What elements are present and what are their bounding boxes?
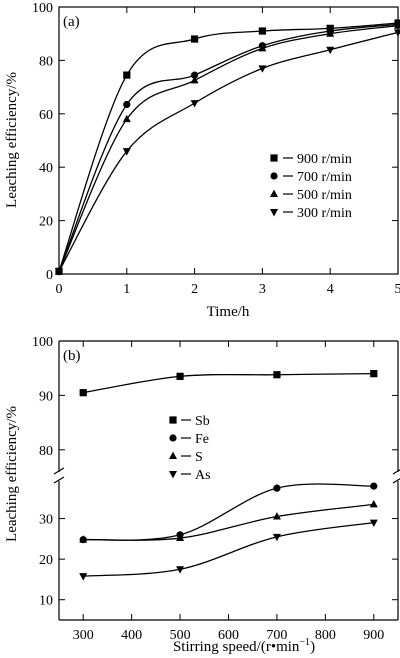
panel-b-x-tick-label: 500 bbox=[170, 628, 191, 643]
panel-b-data-point bbox=[369, 499, 378, 508]
panel-a-data-point bbox=[326, 29, 335, 37]
axis-break-marks bbox=[53, 467, 400, 484]
panel-b-label: (b) bbox=[63, 348, 81, 364]
panel-a-legend-label: 300 r/min bbox=[297, 206, 352, 221]
panel-b-legend: Sb Fe S As bbox=[169, 414, 211, 483]
panel-b-y-tick-label: 100 bbox=[32, 335, 53, 350]
panel-b-x-tick-label: 400 bbox=[121, 628, 142, 643]
panel-a-legend: 900 r/min 700 r/min 500 r/min 300 r/min bbox=[270, 152, 352, 221]
panel-b-data-point bbox=[79, 573, 88, 581]
panel-b-data-point bbox=[370, 482, 378, 490]
panel-b-series-line bbox=[83, 503, 374, 541]
panel-a-y-axis-label: Leaching efficiency/% bbox=[4, 72, 20, 208]
panel-a-x-tick-label: 2 bbox=[191, 282, 198, 297]
panel-a-data-point bbox=[258, 43, 267, 52]
panel-b-legend-label: As bbox=[195, 468, 211, 483]
panel-a-ticks: 0 1 2 3 4 5 0 20 40 60 80 100 bbox=[32, 1, 400, 297]
panel-b-x-tick-label: 600 bbox=[218, 628, 239, 643]
panel-a-y-tick-label: 0 bbox=[46, 268, 53, 283]
panel-b-y-tick-label: 80 bbox=[39, 444, 53, 459]
panel-b-data-point bbox=[176, 566, 185, 574]
panel-b-legend-marker bbox=[169, 434, 177, 442]
panel-a-data-point bbox=[190, 100, 199, 108]
panel-b-legend-label: Sb bbox=[195, 414, 210, 429]
panel-b-x-tick-label: 900 bbox=[363, 628, 384, 643]
panel-a-legend-label: 900 r/min bbox=[297, 152, 352, 167]
panel-a-y-tick-label: 20 bbox=[39, 215, 53, 230]
panel-a: (a) Time/h Leaching efficiency/% 0 1 2 3 4 50… bbox=[4, 1, 400, 320]
panel-a-data-point bbox=[258, 27, 266, 35]
panel-b-points bbox=[79, 370, 378, 581]
panel-b-y-axis-label: Leaching efficiency/% bbox=[4, 406, 20, 542]
panel-b-y-tick-label: 30 bbox=[39, 513, 53, 528]
panel-b-data-point bbox=[369, 519, 378, 528]
panel-a-data-point bbox=[55, 268, 63, 276]
panel-a-data-point bbox=[123, 71, 131, 79]
panel-a-data-point bbox=[190, 76, 199, 84]
panel-b-x-axis-label: Stirring speed/(r•min−1) bbox=[173, 637, 315, 655]
panel-b-x-axis-label-end: ) bbox=[310, 639, 315, 655]
panel-b-data-point bbox=[272, 512, 281, 520]
panel-a-x-tick-label: 3 bbox=[259, 282, 266, 297]
panel-b-curves bbox=[83, 372, 374, 577]
panel-b-x-axis-label-main: Stirring speed/(r•min bbox=[173, 639, 300, 655]
panel-a-label: (a) bbox=[63, 14, 80, 30]
panel-b-data-point bbox=[273, 484, 281, 492]
panel-a-y-tick-label: 40 bbox=[39, 161, 53, 176]
panel-b-x-tick-label: 700 bbox=[266, 628, 287, 643]
panel-a-legend-marker bbox=[270, 172, 278, 180]
panel-a-x-axis-label: Time/h bbox=[207, 304, 250, 320]
panel-b-x-tick-label: 300 bbox=[73, 628, 94, 643]
panel-b-y-tick-label: 10 bbox=[39, 594, 53, 609]
panel-a-y-tick-label: 80 bbox=[39, 54, 53, 69]
panel-a-data-point bbox=[258, 65, 267, 73]
panel-b-legend-marker bbox=[169, 471, 177, 479]
panel-a-data-point bbox=[191, 35, 199, 43]
panel-a-points bbox=[55, 19, 400, 276]
panel-b: (b) Stirring speed/(r•min−1) Leaching ef… bbox=[4, 335, 400, 655]
panel-a-data-point bbox=[326, 46, 335, 55]
panel-b-data-point bbox=[370, 370, 378, 378]
panel-b-x-axis-label-sup: −1 bbox=[299, 637, 310, 648]
panel-a-data-point bbox=[394, 21, 400, 29]
panel-a-x-tick-label: 0 bbox=[56, 282, 63, 297]
panel-a-data-point bbox=[122, 114, 131, 123]
panel-a-data-point bbox=[394, 29, 400, 37]
panel-b-data-point bbox=[273, 371, 281, 379]
panel-b-legend-marker bbox=[169, 451, 177, 459]
panel-a-legend-label: 700 r/min bbox=[297, 170, 352, 185]
panel-b-legend-label: Fe bbox=[195, 432, 209, 447]
panel-a-y-tick-label: 100 bbox=[32, 1, 53, 16]
panel-b-data-point bbox=[176, 372, 184, 380]
panel-a-legend-label: 500 r/min bbox=[297, 188, 352, 203]
panel-a-y-tick-label: 60 bbox=[39, 108, 53, 123]
panel-b-y-tick-label: 90 bbox=[39, 389, 53, 404]
panel-b-data-point bbox=[79, 535, 88, 543]
panel-a-legend-marker bbox=[270, 209, 278, 217]
panel-a-x-tick-label: 5 bbox=[395, 282, 400, 297]
panel-b-series-line bbox=[83, 372, 374, 394]
panel-b-y-tick-label: 20 bbox=[39, 553, 53, 568]
panel-a-data-point bbox=[122, 148, 131, 156]
panel-b-legend-marker bbox=[169, 416, 177, 424]
panel-b-data-point bbox=[79, 389, 87, 397]
panel-a-x-tick-label: 1 bbox=[123, 282, 130, 297]
panel-a-data-point bbox=[123, 100, 131, 109]
panel-b-series-line bbox=[83, 521, 374, 577]
panel-a-legend-marker bbox=[270, 189, 278, 197]
panel-b-data-point bbox=[272, 533, 281, 542]
panel-b-data-point bbox=[176, 533, 185, 542]
panel-a-data-point bbox=[191, 71, 199, 79]
panel-b-x-tick-label: 800 bbox=[315, 628, 336, 643]
panel-b-legend-label: S bbox=[195, 450, 203, 465]
panel-a-grid-frame bbox=[58, 6, 399, 275]
panel-a-legend-marker bbox=[270, 154, 278, 162]
panel-b-ticks: 300 400 500 600 700 800 900 80 90 100 10 20 30 bbox=[32, 335, 398, 643]
panel-a-x-tick-label: 4 bbox=[327, 282, 334, 297]
